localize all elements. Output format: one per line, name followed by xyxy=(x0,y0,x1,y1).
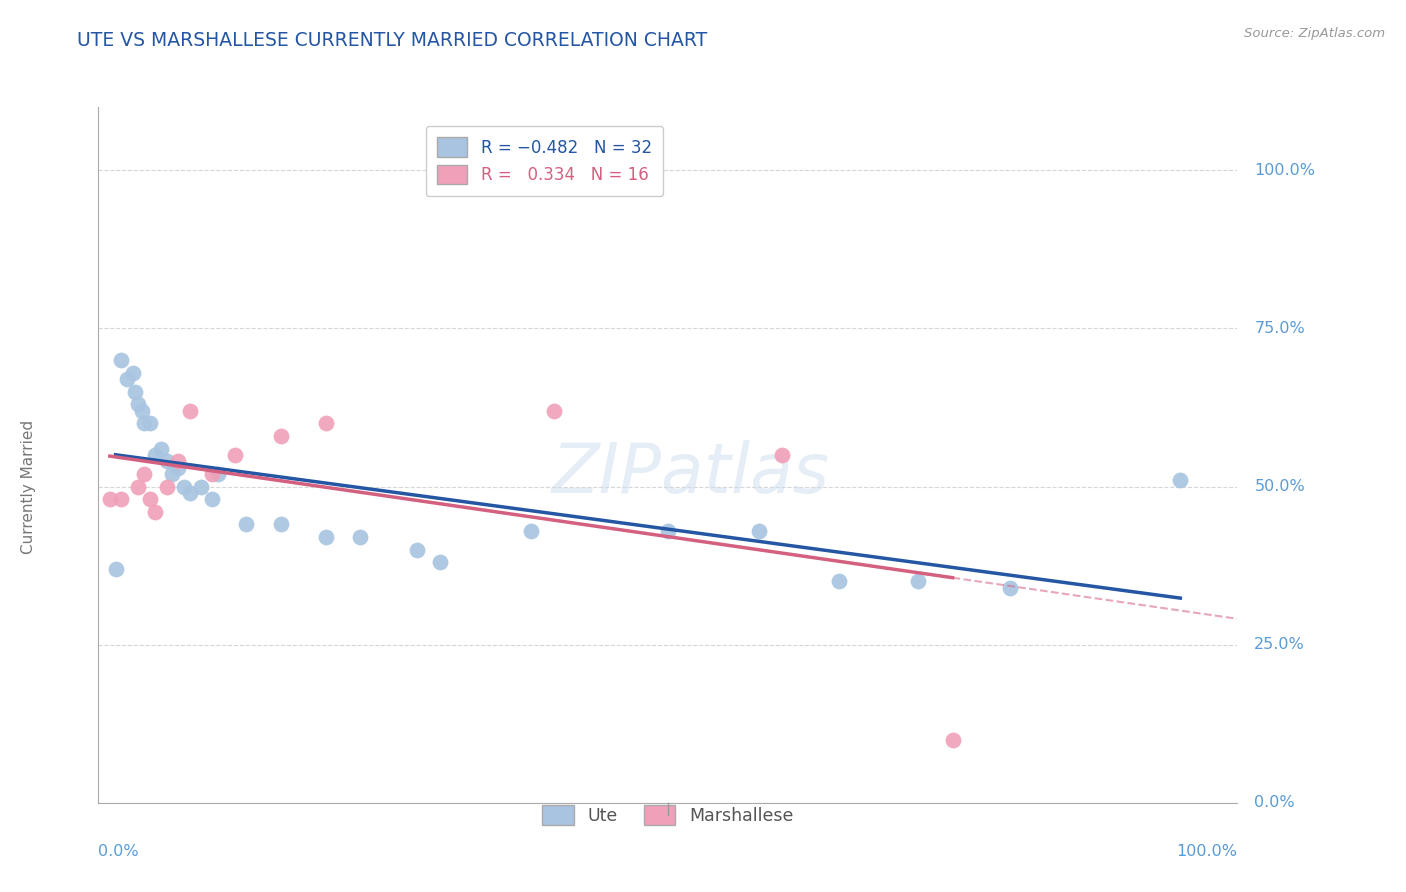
Text: 50.0%: 50.0% xyxy=(1254,479,1305,494)
Point xyxy=(132,417,155,431)
Point xyxy=(156,454,179,468)
Point xyxy=(145,505,167,519)
Text: 0.0%: 0.0% xyxy=(1254,796,1295,810)
Point xyxy=(162,467,184,481)
Point xyxy=(315,530,337,544)
Point xyxy=(520,524,543,538)
Point xyxy=(543,403,565,417)
Point xyxy=(104,562,127,576)
Point xyxy=(235,517,257,532)
Point xyxy=(138,492,160,507)
Point xyxy=(179,403,201,417)
Point xyxy=(167,454,190,468)
Point xyxy=(349,530,371,544)
Text: ZIPatlas: ZIPatlas xyxy=(551,441,830,508)
Point xyxy=(224,448,246,462)
Point xyxy=(207,467,229,481)
Point xyxy=(98,492,121,507)
Point xyxy=(150,442,173,456)
Point xyxy=(132,467,155,481)
Point xyxy=(124,384,146,399)
Point xyxy=(179,486,201,500)
Point xyxy=(127,479,149,493)
Point xyxy=(315,417,337,431)
Text: 75.0%: 75.0% xyxy=(1254,321,1305,336)
Text: 100.0%: 100.0% xyxy=(1177,844,1237,859)
Point xyxy=(657,524,679,538)
Text: 0.0%: 0.0% xyxy=(98,844,139,859)
Point xyxy=(270,429,292,443)
Legend: Ute, Marshallese: Ute, Marshallese xyxy=(536,798,800,832)
Text: Currently Married: Currently Married xyxy=(21,419,35,554)
Point xyxy=(942,732,965,747)
Point xyxy=(201,467,224,481)
Point xyxy=(167,460,190,475)
Point xyxy=(115,372,138,386)
Point xyxy=(127,397,149,411)
Point xyxy=(907,574,929,589)
Text: 25.0%: 25.0% xyxy=(1254,637,1305,652)
Point xyxy=(156,479,179,493)
Point xyxy=(748,524,770,538)
Point xyxy=(429,556,451,570)
Text: Source: ZipAtlas.com: Source: ZipAtlas.com xyxy=(1244,27,1385,40)
Point xyxy=(138,417,160,431)
Point xyxy=(270,517,292,532)
Text: UTE VS MARSHALLESE CURRENTLY MARRIED CORRELATION CHART: UTE VS MARSHALLESE CURRENTLY MARRIED COR… xyxy=(77,31,707,50)
Point xyxy=(828,574,851,589)
Point xyxy=(110,353,132,368)
Text: 100.0%: 100.0% xyxy=(1254,163,1316,178)
Point xyxy=(145,448,167,462)
Point xyxy=(1170,473,1192,487)
Point xyxy=(770,448,793,462)
Point xyxy=(406,542,429,557)
Point xyxy=(201,492,224,507)
Point xyxy=(110,492,132,507)
Point xyxy=(121,366,143,380)
Point xyxy=(131,403,153,417)
Point xyxy=(998,581,1021,595)
Point xyxy=(173,479,195,493)
Point xyxy=(190,479,212,493)
